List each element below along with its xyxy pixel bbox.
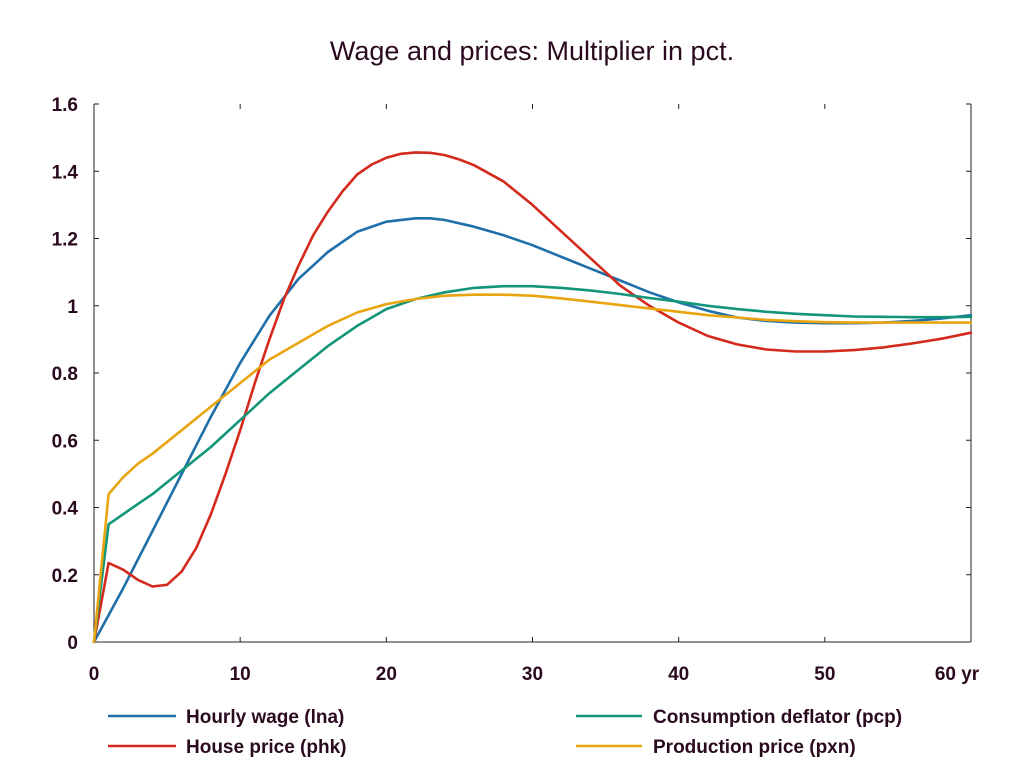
x-tick-label: 50 — [814, 664, 835, 685]
x-tick-label: 60 yr — [935, 664, 980, 685]
y-tick-label: 1.4 — [52, 162, 79, 183]
legend-item: Production price (pxn) — [576, 737, 856, 758]
x-tick-label: 0 — [89, 664, 100, 685]
legend-label: Production price (pxn) — [653, 737, 856, 758]
y-tick-label: 1.6 — [52, 95, 78, 116]
x-tick-label: 10 — [230, 664, 251, 685]
legend-label: House price (phk) — [186, 737, 346, 758]
series-line — [92, 293, 973, 644]
legend-label: Consumption deflator (pcp) — [653, 707, 902, 728]
axes: 0 0.2 0.4 0.6 0.8 1 1.2 1.4 1.6 0 10 20 30 40 50 60 yr — [52, 95, 980, 685]
x-tick-label: 40 — [668, 664, 689, 685]
legend-item: Consumption deflator (pcp) — [576, 707, 902, 728]
y-tick-label: 0 — [67, 633, 78, 654]
series-line — [92, 151, 973, 644]
y-tick-label: 1 — [67, 297, 78, 318]
y-tick-label: 0.4 — [52, 499, 79, 520]
y-tick-label: 0.8 — [52, 364, 78, 385]
y-tick-label: 1.2 — [52, 230, 78, 251]
chart-title: Wage and prices: Multiplier in pct. — [330, 36, 734, 66]
x-tick-label: 20 — [376, 664, 397, 685]
y-tick-label: 0.2 — [52, 566, 78, 587]
legend-item: Hourly wage (lna) — [108, 707, 344, 728]
series-line — [92, 284, 973, 644]
legend-item: House price (phk) — [108, 737, 346, 758]
y-tick-label: 0.6 — [52, 431, 78, 452]
legend: Hourly wage (lna) Consumption deflator (p… — [108, 707, 902, 758]
x-tick-label: 30 — [522, 664, 543, 685]
legend-label: Hourly wage (lna) — [186, 707, 344, 728]
series-line — [92, 217, 973, 644]
plot-area — [92, 151, 973, 644]
